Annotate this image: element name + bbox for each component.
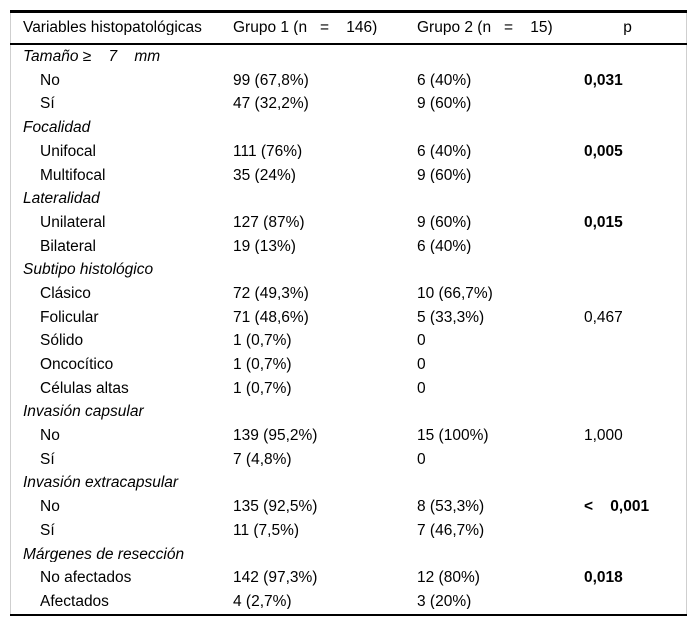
section-label: Tamaño ≥ 7 mm — [23, 49, 161, 65]
data-row: Sólido 1 (0,7%) 0 — [11, 329, 686, 353]
grupo2-value: 5 (33,3%) — [417, 309, 485, 326]
row-label: Clásico — [40, 285, 91, 302]
section-header-row: Tamaño ≥ 7 mm — [11, 45, 686, 69]
data-row: Sí 7 (4,8%) 0 — [11, 448, 686, 472]
grupo1-value: 99 (67,8%) — [233, 72, 309, 89]
bottom-rule — [10, 613, 687, 616]
grupo2-value: 6 (40%) — [417, 72, 472, 89]
section-label: Márgenes de resección — [23, 546, 185, 563]
grupo2-value: 6 (40%) — [417, 238, 472, 255]
grupo2-value: 6 (40%) — [417, 143, 472, 160]
data-row: No 135 (92,5%) 8 (53,3%) < 0,001 — [11, 495, 686, 519]
p-value: 0,018 — [584, 570, 623, 586]
section-header-row: Invasión capsular — [11, 400, 686, 424]
grupo2-value: 10 (66,7%) — [417, 285, 493, 302]
row-label: Unifocal — [40, 143, 96, 160]
section-header-row: Lateralidad — [11, 187, 686, 211]
row-label: Afectados — [40, 593, 109, 610]
grupo1-value: 4 (2,7%) — [233, 593, 292, 610]
row-label: Células altas — [40, 380, 129, 397]
row-label: Folicular — [40, 309, 99, 326]
grupo1-value: 7 (4,8%) — [233, 451, 292, 468]
data-row: Sí 47 (32,2%) 9 (60%) — [11, 92, 686, 116]
grupo1-value: 127 (87%) — [233, 214, 305, 231]
grupo2-value: 0 — [417, 451, 426, 468]
row-label: Sí — [40, 522, 55, 539]
grupo1-value: 111 (76%) — [233, 143, 303, 160]
row-label: Sí — [40, 96, 55, 112]
p-value: 0,005 — [584, 143, 623, 160]
column-header-p: p — [623, 19, 632, 36]
grupo1-value: 72 (49,3%) — [233, 285, 309, 302]
grupo2-value: 12 (80%) — [417, 570, 480, 586]
grupo2-value: 7 (46,7%) — [417, 522, 485, 539]
column-header-grupo2: Grupo 2 (n = 15) — [417, 19, 553, 36]
histopathology-table: Variables histopatológicas Grupo 1 (n = … — [10, 10, 687, 616]
data-row: No 99 (67,8%) 6 (40%) 0,031 — [11, 69, 686, 93]
grupo2-value: 9 (60%) — [417, 96, 472, 112]
section-label: Lateralidad — [23, 191, 100, 207]
grupo1-value: 71 (48,6%) — [233, 309, 309, 326]
data-row: Clásico 72 (49,3%) 10 (66,7%) — [11, 282, 686, 306]
section-header-row: Márgenes de resección — [11, 542, 686, 566]
grupo1-value: 1 (0,7%) — [233, 357, 292, 373]
grupo2-value: 0 — [417, 380, 426, 397]
section-header-row: Invasión extracapsular — [11, 471, 686, 495]
section-header-row: Focalidad — [11, 116, 686, 140]
data-row: Folicular 71 (48,6%) 5 (33,3%) 0,467 — [11, 306, 686, 330]
grupo2-value: 3 (20%) — [417, 593, 472, 610]
grupo1-value: 142 (97,3%) — [233, 570, 318, 586]
grupo2-value: 9 (60%) — [417, 214, 472, 231]
data-row: Células altas 1 (0,7%) 0 — [11, 377, 686, 401]
section-label: Focalidad — [23, 120, 91, 136]
grupo1-value: 1 (0,7%) — [233, 380, 292, 397]
row-label: No afectados — [40, 570, 132, 586]
row-label: Sólido — [40, 333, 84, 349]
row-label: Unilateral — [40, 214, 106, 231]
grupo2-value: 9 (60%) — [417, 167, 472, 184]
grupo1-value: 1 (0,7%) — [233, 333, 292, 349]
section-label: Subtipo histológico — [23, 262, 154, 278]
grupo2-value: 15 (100%) — [417, 428, 489, 444]
header-rule — [10, 42, 687, 45]
grupo1-value: 19 (13%) — [233, 238, 296, 255]
grupo2-value: 0 — [417, 333, 426, 349]
data-row: Unifocal 111 (76%) 6 (40%) 0,005 — [11, 140, 686, 164]
p-value: < 0,001 — [584, 499, 650, 515]
p-value: 0,031 — [584, 72, 623, 89]
row-label: No — [40, 72, 60, 89]
data-row: Oncocítico 1 (0,7%) 0 — [11, 353, 686, 377]
section-header-row: Subtipo histológico — [11, 258, 686, 282]
data-row: Sí 11 (7,5%) 7 (46,7%) — [11, 519, 686, 543]
column-header-variables: Variables histopatológicas — [23, 19, 202, 36]
data-row: No 139 (95,2%) 15 (100%) 1,000 — [11, 424, 686, 448]
section-label: Invasión capsular — [23, 404, 144, 420]
row-label: No — [40, 499, 60, 515]
grupo1-value: 47 (32,2%) — [233, 96, 309, 112]
table-body: Tamaño ≥ 7 mm No 99 (67,8%) 6 (40%) 0,031 Sí 4… — [11, 45, 686, 614]
top-rule — [10, 10, 687, 13]
row-label: Multifocal — [40, 167, 106, 184]
row-label: Oncocítico — [40, 357, 114, 373]
data-row: Bilateral 19 (13%) 6 (40%) — [11, 235, 686, 259]
column-header-grupo1: Grupo 1 (n = 146) — [233, 19, 378, 36]
grupo1-value: 35 (24%) — [233, 167, 296, 184]
data-row: Afectados 4 (2,7%) 3 (20%) — [11, 590, 686, 614]
table-header-row: Variables histopatológicas Grupo 1 (n = … — [11, 13, 686, 43]
row-label: Bilateral — [40, 238, 96, 255]
data-row: Unilateral 127 (87%) 9 (60%) 0,015 — [11, 211, 686, 235]
p-value: 0,015 — [584, 214, 623, 231]
grupo1-value: 139 (95,2%) — [233, 428, 318, 444]
data-row: Multifocal 35 (24%) 9 (60%) — [11, 163, 686, 187]
grupo2-value: 8 (53,3%) — [417, 499, 485, 515]
data-row: No afectados 142 (97,3%) 12 (80%) 0,018 — [11, 566, 686, 590]
p-value: 0,467 — [584, 309, 623, 326]
grupo1-value: 11 (7,5%) — [233, 522, 300, 539]
grupo2-value: 0 — [417, 357, 426, 373]
row-label: No — [40, 428, 60, 444]
row-label: Sí — [40, 451, 55, 468]
section-label: Invasión extracapsular — [23, 475, 179, 491]
p-value: 1,000 — [584, 428, 623, 444]
grupo1-value: 135 (92,5%) — [233, 499, 318, 515]
